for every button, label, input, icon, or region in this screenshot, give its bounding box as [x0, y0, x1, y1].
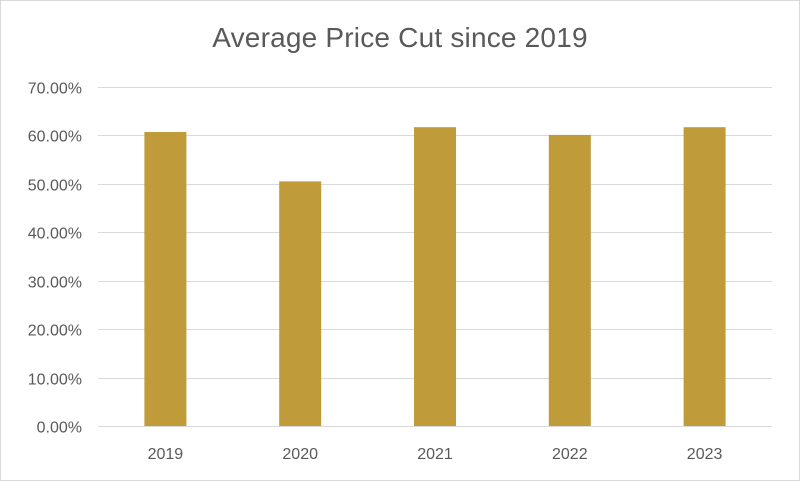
- y-tick-label: 20.00%: [28, 323, 82, 340]
- x-tick-label: 2021: [417, 446, 453, 463]
- bar-2021: [414, 127, 456, 426]
- bar-2022: [548, 134, 591, 426]
- y-tick-label: 40.00%: [28, 226, 82, 243]
- bar-2023: [683, 127, 726, 426]
- y-tick-label: 0.00%: [37, 420, 82, 437]
- bar-2019: [144, 132, 187, 426]
- y-tick-label: 70.00%: [28, 81, 82, 98]
- x-tick-label: 2019: [148, 446, 184, 463]
- y-tick-label: 50.00%: [28, 178, 82, 195]
- x-axis: 2019 2020 2021 2022 2023: [148, 446, 723, 463]
- y-tick-label: 10.00%: [28, 372, 82, 389]
- y-axis: 0.00% 10.00% 20.00% 30.00% 40.00% 50.00% 60.00…: [28, 81, 82, 437]
- bar-2020: [279, 181, 322, 426]
- x-tick-label: 2022: [552, 446, 588, 463]
- bars: [144, 127, 726, 426]
- x-tick-label: 2020: [282, 446, 318, 463]
- y-tick-label: 60.00%: [28, 129, 82, 146]
- y-tick-label: 30.00%: [28, 275, 82, 292]
- x-tick-label: 2023: [687, 446, 723, 463]
- chart-title: Average Price Cut since 2019: [212, 22, 588, 53]
